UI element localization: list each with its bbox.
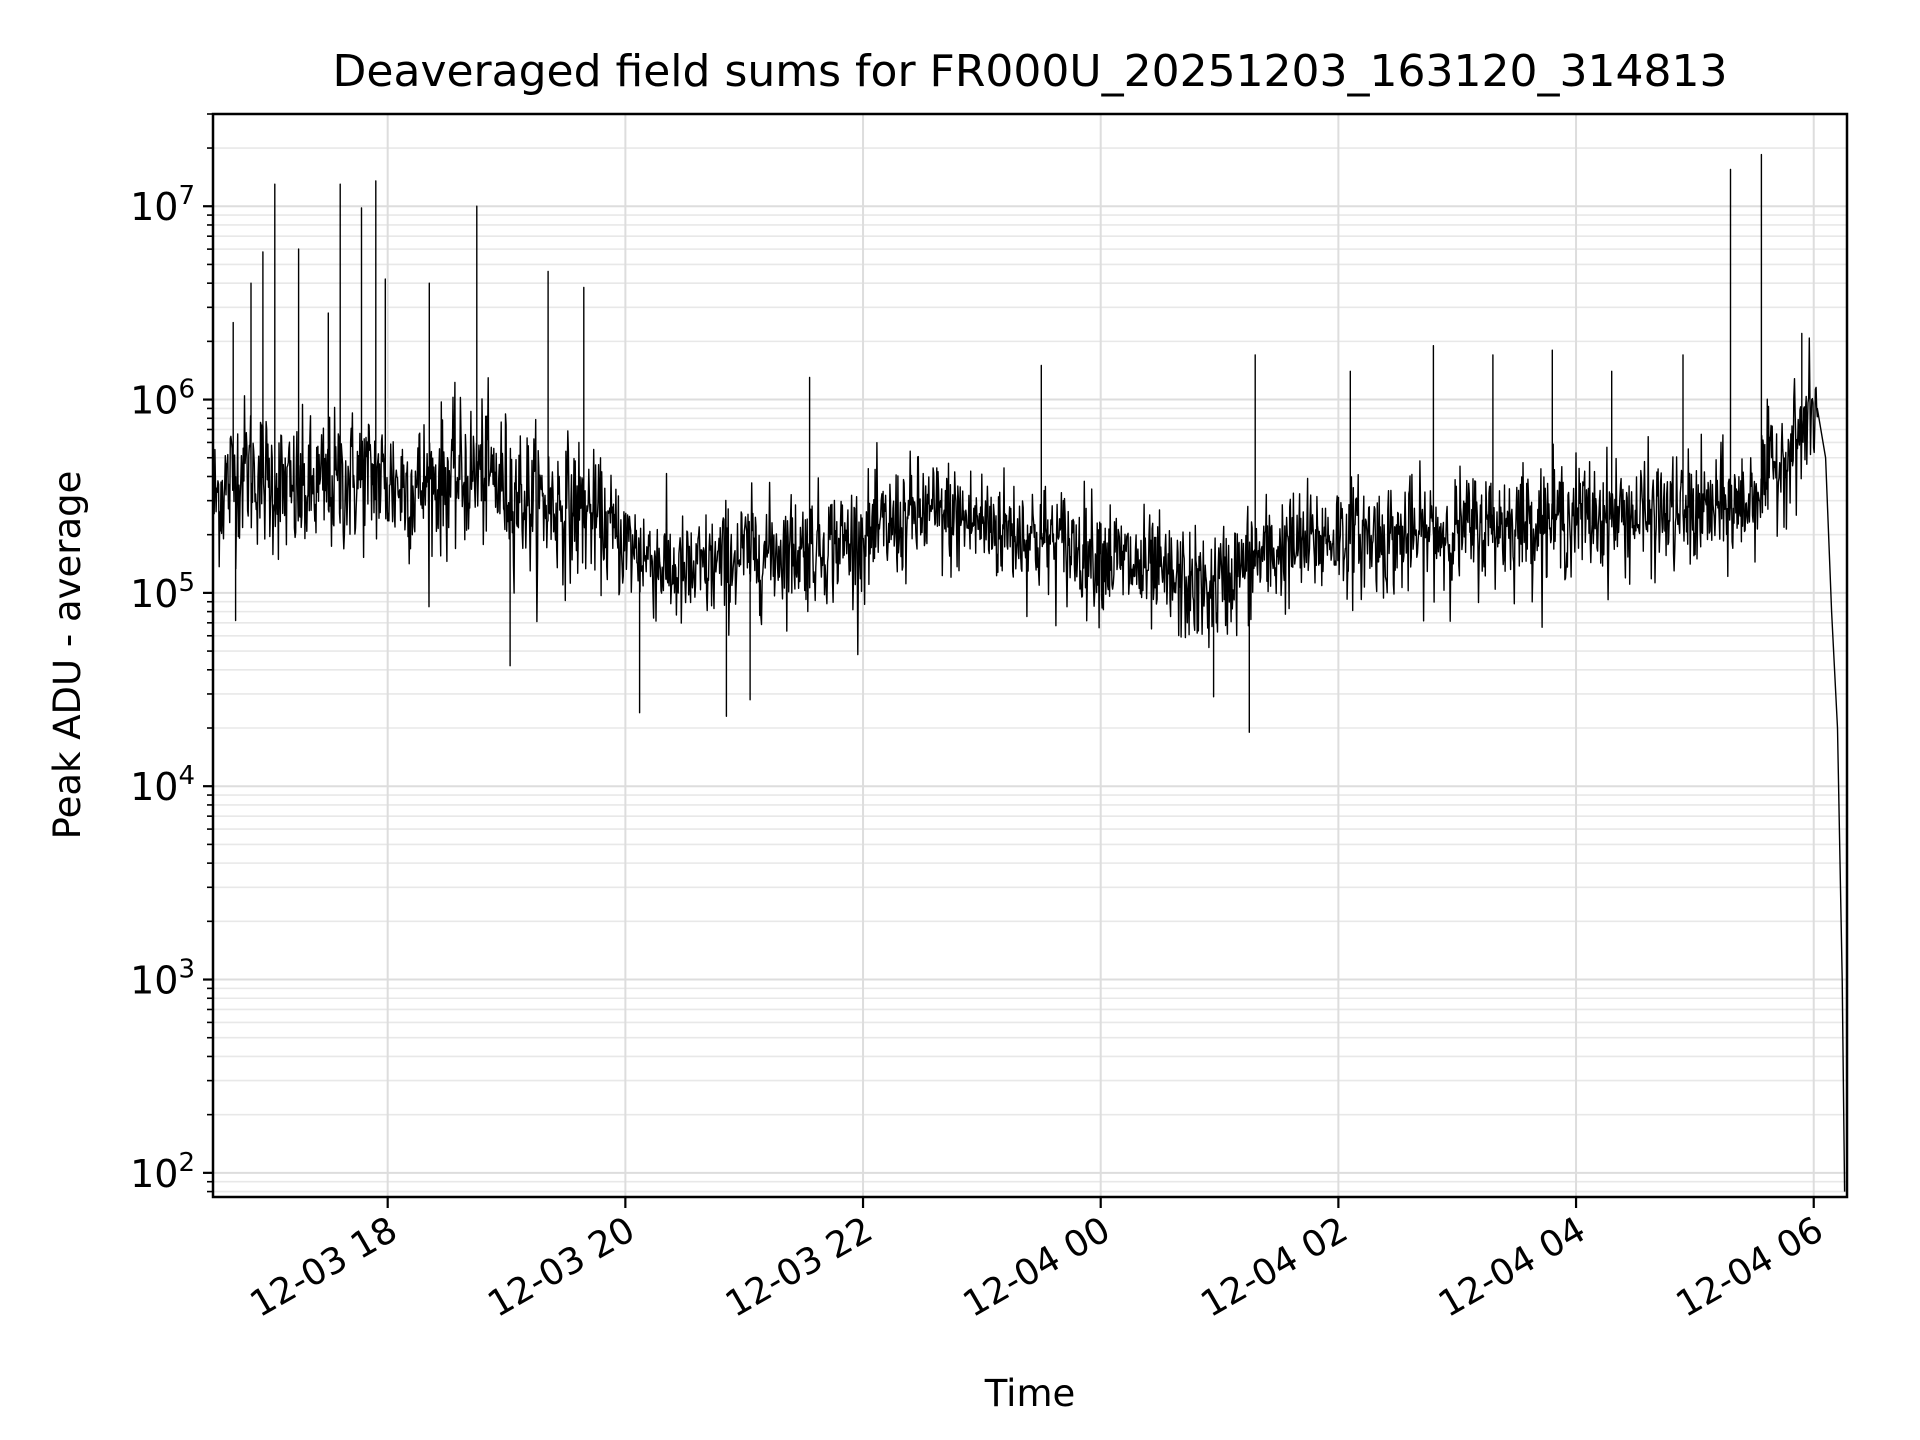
x-tick-label: 12-03 22 xyxy=(719,1209,880,1325)
y-tick-label: 107 xyxy=(130,181,195,229)
grid-lines xyxy=(213,113,1847,1197)
y-tick-label: 106 xyxy=(130,375,195,423)
y-tick-label: 104 xyxy=(130,761,195,809)
plot-frame xyxy=(211,112,1849,1199)
series-line xyxy=(212,153,1846,1192)
data-series xyxy=(212,153,1846,1192)
y-tick-label: 103 xyxy=(130,955,195,1003)
x-tick-label: 12-04 04 xyxy=(1432,1209,1593,1325)
x-tick-label: 12-03 20 xyxy=(481,1209,642,1325)
x-axis-label: Time xyxy=(984,1372,1076,1415)
x-tick-label: 12-04 00 xyxy=(957,1209,1118,1325)
chart-title: Deaveraged field sums for FR000U_2025120… xyxy=(333,46,1728,97)
y-axis-label: Peak ADU - average xyxy=(46,471,89,840)
y-tick-label: 102 xyxy=(130,1148,195,1196)
x-tick-label: 12-03 18 xyxy=(244,1209,405,1325)
x-tick-label: 12-04 06 xyxy=(1670,1209,1831,1325)
y-tick-label: 105 xyxy=(130,568,195,616)
x-tick-label: 12-04 02 xyxy=(1194,1209,1355,1325)
